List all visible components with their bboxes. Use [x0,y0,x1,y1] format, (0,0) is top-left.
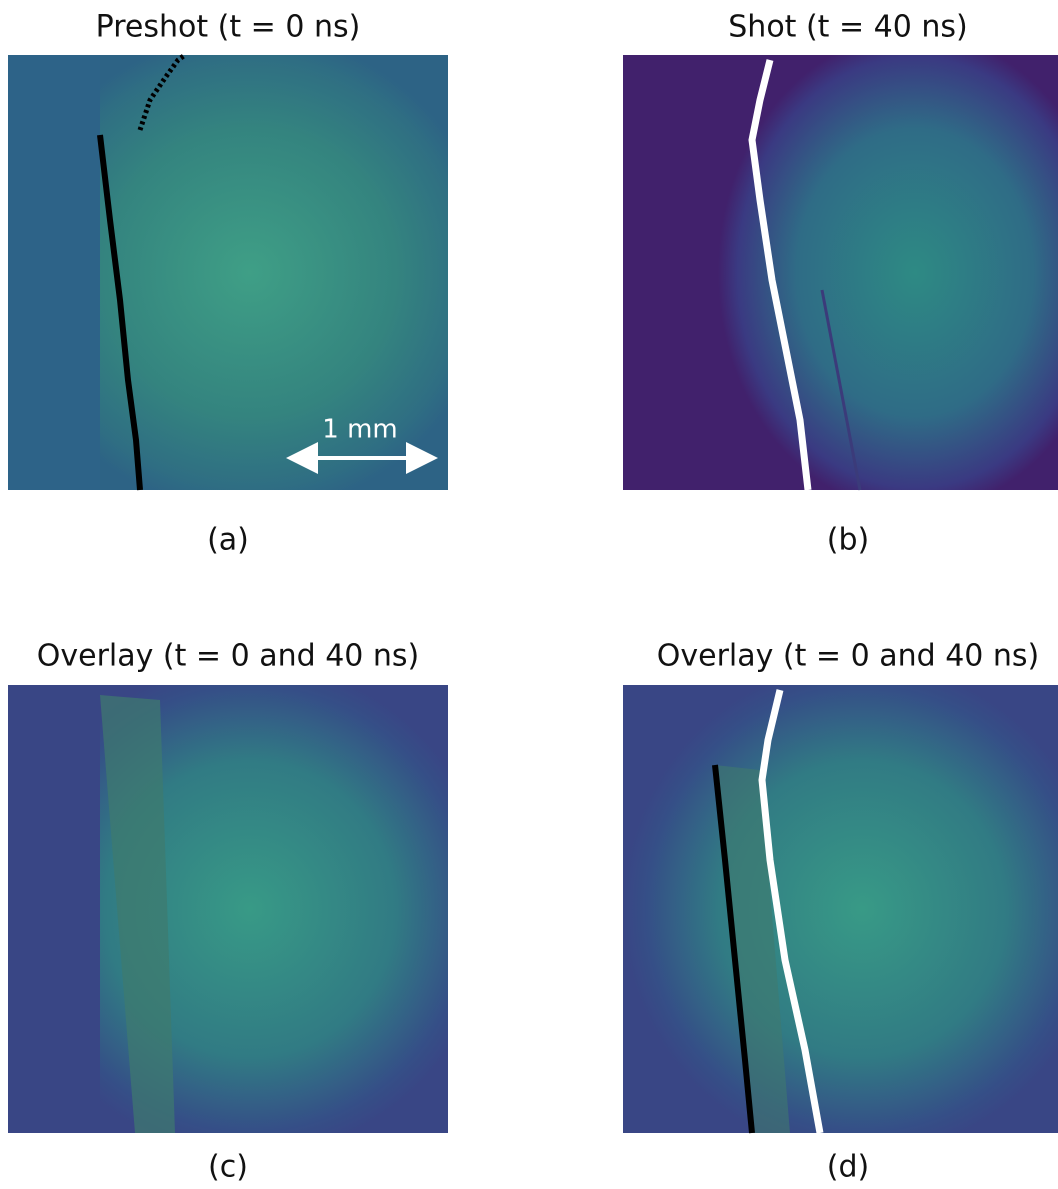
panel-title: Preshot (t = 0 ns) [96,10,361,45]
panel-caption: (c) [208,1150,248,1185]
panel-caption: (d) [827,1150,869,1185]
panel-title: Overlay (t = 0 and 40 ns) [37,639,420,674]
image-region [100,695,175,1133]
panel-caption: (b) [827,523,869,558]
image-region [8,55,100,490]
edge-trace [97,134,143,491]
panel-caption: (a) [207,523,249,558]
image-region [8,685,100,1133]
panel-title: Shot (t = 40 ns) [728,10,967,45]
image-region [715,765,790,1133]
streak [820,289,862,491]
edge-trace [748,59,812,491]
image [700,55,1058,490]
panel-title: Overlay (t = 0 and 40 ns) [657,639,1040,674]
edge-trace [758,689,824,1134]
image [623,685,1058,1133]
scale-label: 1 mm [322,415,397,445]
edge-trace [712,764,755,1134]
